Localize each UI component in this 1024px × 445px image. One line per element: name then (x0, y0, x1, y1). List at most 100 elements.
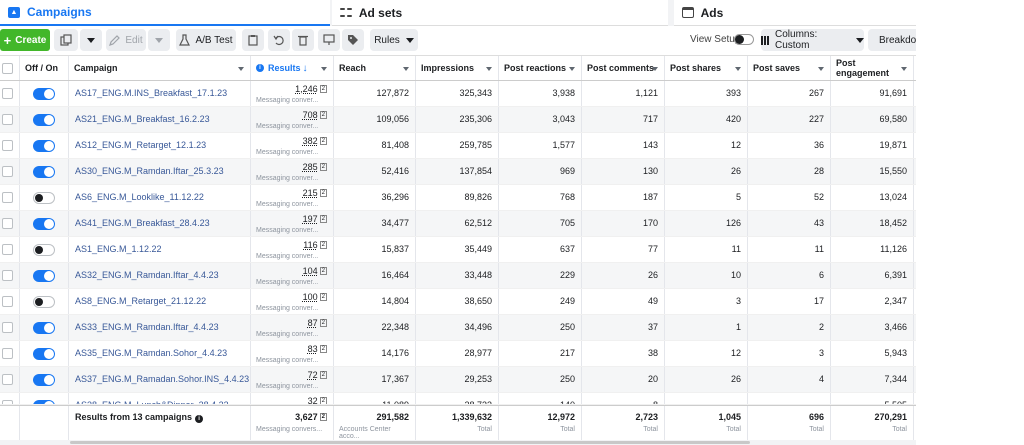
edit-button[interactable]: Edit (106, 29, 146, 51)
attribution-badge[interactable]: 2 (319, 413, 327, 421)
table-row[interactable]: AS1_ENG.M_1.12.22 116 2 Messaging conver...… (0, 237, 916, 263)
column-header-post-reactions[interactable]: Post reactions (499, 56, 582, 80)
chevron-down-icon[interactable] (901, 67, 907, 71)
row-checkbox[interactable] (2, 166, 13, 177)
campaign-name-link[interactable]: AS12_ENG.M_Retarget_12.1.23 (75, 140, 207, 150)
attribution-badge[interactable]: 2 (319, 345, 327, 353)
row-checkbox[interactable] (2, 244, 13, 255)
campaign-name-link[interactable]: AS21_ENG.M_Breakfast_16.2.23 (75, 114, 210, 124)
table-row[interactable]: AS21_ENG.M_Breakfast_16.2.23 708 2 Messagin… (0, 107, 916, 133)
campaign-name-link[interactable]: AS38_ENG.M_Lunch&Dinner_28.4.23 (69, 393, 250, 404)
campaign-name-link[interactable]: AS35_ENG.M_Ramdan.Sohor_4.4.23 (75, 348, 228, 358)
results-number[interactable]: 197 (302, 214, 318, 224)
tab-ads[interactable]: Ads (673, 0, 916, 26)
campaign-status-toggle[interactable] (33, 270, 55, 282)
campaign-name-link[interactable]: AS33_ENG.M_Ramdan.Iftar_4.4.23 (75, 322, 219, 332)
attribution-badge[interactable]: 2 (319, 397, 327, 404)
row-checkbox[interactable] (2, 270, 13, 281)
column-header-post-engagement[interactable]: Post engagement (831, 56, 914, 80)
table-row[interactable]: AS38_ENG.M_Lunch&Dinner_28.4.2332211,089… (0, 393, 916, 405)
table-row[interactable]: AS12_ENG.M_Retarget_12.1.23 382 2 Messaging… (0, 133, 916, 159)
row-checkbox[interactable] (2, 322, 13, 333)
column-header-post-comments[interactable]: Post comments (582, 56, 665, 80)
campaign-status-toggle[interactable] (33, 218, 55, 230)
campaign-name-link[interactable]: AS8_ENG.M_Retarget_21.12.22 (75, 296, 207, 306)
campaign-status-toggle[interactable] (33, 88, 55, 100)
campaign-name-link[interactable]: AS41_ENG.M_Breakfast_28.4.23 (75, 218, 210, 228)
results-number[interactable]: 32 (307, 396, 318, 404)
chevron-down-icon[interactable] (735, 67, 741, 71)
tab-ad-sets[interactable]: Ad sets (331, 0, 668, 26)
attribution-badge[interactable]: 2 (319, 215, 327, 223)
campaign-status-toggle[interactable] (33, 192, 55, 204)
results-number[interactable]: 708 (302, 110, 318, 120)
delete-button[interactable] (292, 29, 314, 51)
campaign-status-toggle[interactable] (33, 296, 55, 308)
chevron-down-icon[interactable] (238, 67, 244, 71)
results-number[interactable]: 72 (307, 370, 318, 380)
attribution-badge[interactable]: 2 (319, 241, 327, 249)
results-number[interactable]: 285 (302, 162, 318, 172)
attribution-badge[interactable]: 2 (319, 111, 327, 119)
view-setup-toggle[interactable] (734, 34, 754, 45)
attribution-badge[interactable]: 2 (319, 371, 327, 379)
attribution-badge[interactable]: 2 (319, 293, 327, 301)
campaign-name-link[interactable]: AS32_ENG.M_Ramdan.Iftar_4.4.23 (75, 270, 219, 280)
column-header-results[interactable]: i Results ↓ (251, 56, 334, 80)
row-checkbox[interactable] (2, 374, 13, 385)
results-number[interactable]: 87 (307, 318, 318, 328)
results-number[interactable]: 215 (302, 188, 318, 198)
column-header-campaign[interactable]: Campaign (69, 56, 251, 80)
row-checkbox[interactable] (2, 88, 13, 99)
campaign-status-toggle[interactable] (33, 322, 55, 334)
row-checkbox[interactable] (2, 192, 13, 203)
rules-button[interactable]: Rules (370, 29, 418, 51)
table-row[interactable]: AS35_ENG.M_Ramdan.Sohor_4.4.23 83 2 Messagi… (0, 341, 916, 367)
table-row[interactable]: AS8_ENG.M_Retarget_21.12.22 100 2 Messaging… (0, 289, 916, 315)
create-button[interactable]: + Create (0, 29, 50, 51)
table-row[interactable]: AS37_ENG.M_Ramadan.Sohor.INS_4.4.23 72 2 Me… (0, 367, 916, 393)
results-number[interactable]: 83 (307, 344, 318, 354)
chevron-down-icon[interactable] (818, 67, 824, 71)
results-number[interactable]: 1,246 (295, 84, 318, 94)
table-row[interactable]: AS41_ENG.M_Breakfast_28.4.23 197 2 Messagin… (0, 211, 916, 237)
attribution-badge[interactable]: 2 (319, 163, 327, 171)
row-checkbox[interactable] (2, 114, 13, 125)
campaign-status-toggle[interactable] (33, 166, 55, 178)
campaign-status-toggle[interactable] (33, 140, 55, 152)
campaign-status-toggle[interactable] (33, 244, 55, 256)
row-checkbox[interactable] (2, 348, 13, 359)
campaign-name-link[interactable]: AS1_ENG.M_1.12.22 (75, 244, 162, 254)
column-header-reach[interactable]: Reach (334, 56, 416, 80)
undo-button[interactable] (268, 29, 290, 51)
results-number[interactable]: 116 (303, 240, 318, 250)
columns-dropdown[interactable]: Columns: Custom (761, 29, 864, 51)
tag-button[interactable] (342, 29, 364, 51)
column-header-impressions[interactable]: Impressions (416, 56, 499, 80)
campaign-name-link[interactable]: AS17_ENG.M.INS_Breakfast_17.1.23 (75, 88, 228, 98)
duplicate-button[interactable] (54, 29, 78, 51)
chevron-down-icon[interactable] (569, 67, 575, 71)
clipboard-button[interactable] (242, 29, 264, 51)
table-row[interactable]: AS30_ENG.M_Ramdan.Iftar_25.3.23 285 2 Messa… (0, 159, 916, 185)
duplicate-dropdown-button[interactable] (80, 29, 102, 51)
row-checkbox[interactable] (2, 400, 13, 404)
info-icon[interactable]: i (256, 64, 264, 72)
campaign-status-toggle[interactable] (33, 400, 55, 404)
select-all-checkbox[interactable] (2, 63, 13, 74)
edit-dropdown-button[interactable] (148, 29, 170, 51)
results-number[interactable]: 382 (302, 136, 318, 146)
horizontal-scroll-thumb[interactable] (70, 441, 750, 444)
attribution-badge[interactable]: 2 (319, 189, 327, 197)
attribution-badge[interactable]: 2 (319, 267, 327, 275)
ab-test-button[interactable]: A/B Test (176, 29, 236, 51)
tab-campaigns[interactable]: ▲ Campaigns (0, 0, 330, 26)
chevron-down-icon[interactable] (403, 67, 409, 71)
attribution-badge[interactable]: 2 (319, 85, 327, 93)
table-row[interactable]: AS6_ENG.M_Looklike_11.12.22 215 2 Messaging… (0, 185, 916, 211)
breakdown-dropdown[interactable]: Breakdo (868, 29, 916, 51)
chevron-down-icon[interactable] (321, 67, 327, 71)
campaign-status-toggle[interactable] (33, 114, 55, 126)
results-number[interactable]: 100 (302, 292, 318, 302)
info-icon[interactable]: i (195, 415, 204, 423)
